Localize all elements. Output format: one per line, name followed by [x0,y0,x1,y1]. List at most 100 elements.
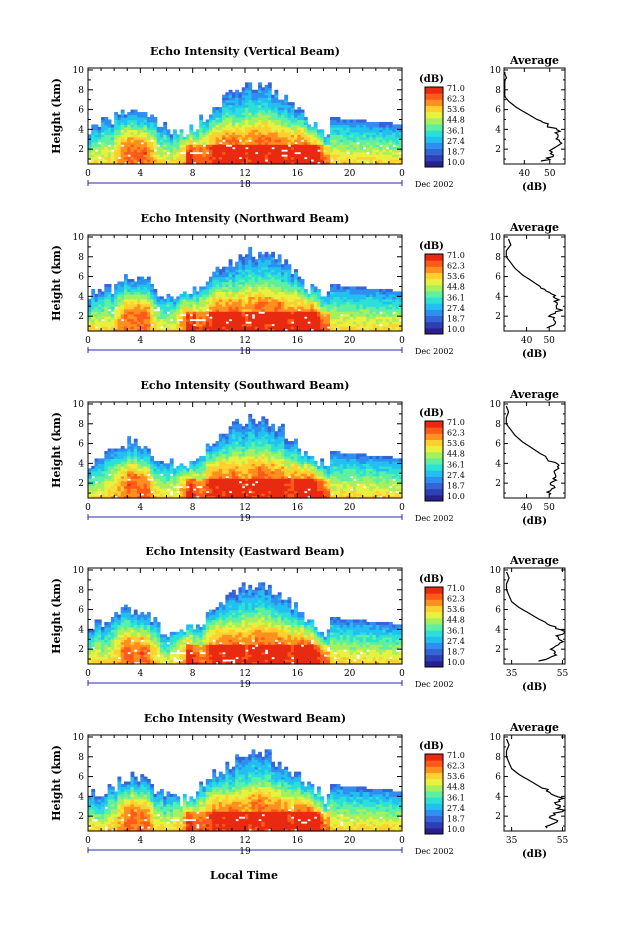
heatmap-cell [245,264,249,268]
date-tick-label: 18 [239,180,251,190]
heatmap-cell [245,256,249,260]
heatmap-cell [91,301,96,305]
heatmap-cell [333,301,338,305]
heatmap-cell [303,308,308,312]
heatmap-cell [392,318,397,322]
heatmap-cell [359,313,364,317]
heatmap-cell [137,114,141,118]
heatmap-cell [251,276,256,280]
heatmap-cell [366,321,370,325]
heatmap-cell [303,141,308,145]
heatmap-cell [114,296,119,300]
heatmap-cell [280,116,285,121]
heatmap-cell [382,316,387,320]
heatmap-cell [235,301,240,305]
heatmap-cell [127,316,132,320]
heatmap-cell [101,146,105,150]
heatmap-cell [163,306,168,310]
heatmap-cell [238,269,243,273]
heatmap-cell [156,495,161,499]
heatmap-cell [88,303,92,307]
heatmap-cell [209,303,213,307]
heatmap-cell [101,475,105,479]
heatmap-cell [176,316,181,320]
heatmap-cell [251,306,256,310]
heatmap-cell [202,321,207,325]
heatmap-cell [199,156,204,160]
heatmap-cell [336,159,341,163]
heatmap-cell [107,154,112,158]
heatmap-cell [388,313,393,317]
heatmap-cell [186,161,190,165]
heatmap-cell [176,146,181,150]
heatmap-cell [277,109,282,113]
heatmap-cell [153,119,158,123]
heatmap-cell [343,293,347,297]
heatmap-cell [267,94,272,98]
heatmap-cell [140,116,145,121]
heatmap-cell [343,296,347,300]
heatmap-cell [359,144,364,148]
heatmap-cell [176,141,181,145]
heatmap-cell [235,107,240,111]
heatmap-cell [110,316,115,320]
heatmap-cell [339,124,344,128]
heatmap-cell [137,121,141,126]
heatmap-cell [140,483,145,487]
heatmap-cell [267,136,272,140]
heatmap-cell [277,301,282,305]
heatmap-cell [199,161,204,165]
heatmap-cell [349,141,354,145]
heatmap-cell [91,306,96,310]
heatmap-cell [395,144,400,148]
heatmap-cell [241,298,246,302]
heatmap-cell [280,316,285,320]
heatmap-cell [228,112,233,116]
heatmap-cell [159,306,164,310]
heatmap-cell [123,453,128,457]
heatmap-cell [91,316,96,320]
heatmap-cell [267,139,272,143]
heatmap-cell [251,109,256,113]
heatmap-cell [91,313,96,317]
heatmap-cell [258,146,262,150]
heatmap-cell [313,318,318,322]
heatmap-cell [97,154,102,158]
heatmap-cell [330,154,334,158]
heatmap-cell [146,458,151,462]
heatmap-cell [166,156,171,160]
heatmap-cell [97,318,102,322]
heatmap-cell [202,298,207,302]
heatmap-cell [290,296,295,300]
heatmap-cell [104,154,109,158]
heatmap-cell [297,298,302,302]
heatmap-cell [199,311,204,315]
heatmap-cell [369,291,374,295]
heatmap-cell [320,318,325,322]
heatmap-cell [258,124,262,128]
heatmap-cell [127,323,132,327]
heatmap-cell [140,298,145,302]
heatmap-cell [127,159,132,163]
heatmap-cell [245,92,249,96]
heatmap-cell [395,308,400,312]
heatmap-cell [356,293,361,297]
heatmap-cell [130,121,135,126]
heatmap-cell [323,311,328,315]
heatmap-cell [356,151,361,155]
heatmap-cell [209,146,213,150]
heatmap-cell [287,269,292,273]
heatmap-cell [195,136,200,140]
heatmap-cell [254,92,259,96]
heatmap-cell [202,326,207,330]
heatmap-cell [254,97,259,101]
panel-title: Echo Intensity (Southward Beam) [141,379,350,392]
heatmap-cell [140,318,145,322]
heatmap-cell [235,149,240,153]
heatmap-cell [130,480,135,484]
heatmap-cell [107,321,112,325]
heatmap-cell [101,141,105,145]
heatmap-cell [189,156,194,160]
heatmap-cell [212,279,217,283]
heatmap-cell [267,84,272,88]
